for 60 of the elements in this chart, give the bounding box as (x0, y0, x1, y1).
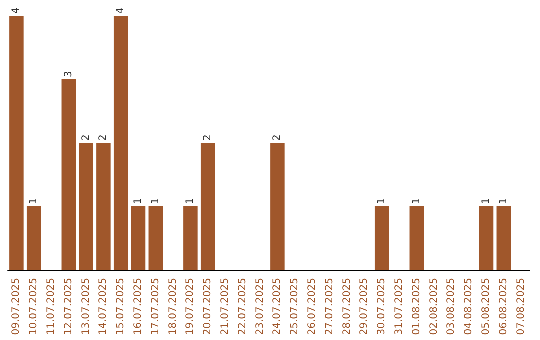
bar (410, 206, 424, 270)
x-tick-label: 09.07.2025 (11, 278, 22, 336)
x-tick-label: 21.07.2025 (220, 278, 231, 336)
data-label: 1 (185, 198, 196, 204)
bar (96, 143, 111, 270)
x-tick-label: 12.07.2025 (63, 278, 74, 336)
data-label: 4 (116, 8, 127, 14)
bar (479, 206, 494, 270)
x-tick-label: 20.07.2025 (202, 278, 214, 336)
data-label: 2 (202, 134, 214, 141)
x-tick-label: 07.08.2025 (516, 278, 527, 336)
x-tick-label: 06.08.2025 (498, 278, 510, 336)
bar (496, 206, 512, 270)
x-tick-label: 27.07.2025 (324, 278, 336, 336)
bar (200, 143, 216, 270)
x-tick-label: 13.07.2025 (80, 278, 92, 336)
x-tick-label: 10.07.2025 (28, 278, 40, 336)
data-label: 1 (150, 198, 162, 204)
x-tick-label: 26.07.2025 (307, 278, 318, 336)
data-label: 1 (481, 198, 492, 204)
data-label: 1 (376, 198, 388, 204)
data-label: 1 (498, 198, 510, 204)
x-tick-label: 30.07.2025 (376, 278, 388, 336)
x-tick-label: 24.07.2025 (272, 278, 284, 336)
bar (148, 206, 164, 270)
data-label: 1 (411, 198, 422, 204)
bar (114, 16, 128, 270)
x-tick-label: 15.07.2025 (116, 278, 127, 336)
bar (26, 206, 42, 270)
x-tick-label: 22.07.2025 (237, 278, 248, 336)
data-label: 4 (11, 8, 22, 14)
data-label: 1 (28, 198, 40, 204)
x-tick-label: 04.08.2025 (464, 278, 475, 336)
data-label: 2 (272, 134, 284, 141)
x-tick-label: 25.07.2025 (290, 278, 301, 336)
bar (79, 143, 94, 270)
bar (131, 206, 146, 270)
bar (374, 206, 390, 270)
x-tick-label: 17.07.2025 (150, 278, 162, 336)
bar (184, 206, 198, 270)
x-tick-label: 28.07.2025 (342, 278, 353, 336)
data-label: 1 (133, 198, 144, 204)
x-tick-label: 16.07.2025 (133, 278, 144, 336)
x-tick-label: 31.07.2025 (394, 278, 405, 336)
data-label: 2 (80, 134, 92, 141)
x-tick-label: 01.08.2025 (411, 278, 422, 336)
x-tick-label: 18.07.2025 (168, 278, 179, 336)
x-tick-label: 05.08.2025 (481, 278, 492, 336)
bar (10, 16, 24, 270)
x-tick-label: 19.07.2025 (185, 278, 196, 336)
bar (270, 143, 285, 270)
bar (62, 80, 76, 270)
data-label: 3 (63, 71, 74, 78)
x-tick-label: 14.07.2025 (98, 278, 110, 336)
x-tick-label: 02.08.2025 (428, 278, 440, 336)
x-tick-label: 29.07.2025 (359, 278, 370, 336)
x-tick-label: 11.07.2025 (46, 278, 57, 336)
data-label: 2 (98, 134, 110, 141)
x-tick-label: 03.08.2025 (446, 278, 458, 336)
x-tick-label: 23.07.2025 (254, 278, 266, 336)
